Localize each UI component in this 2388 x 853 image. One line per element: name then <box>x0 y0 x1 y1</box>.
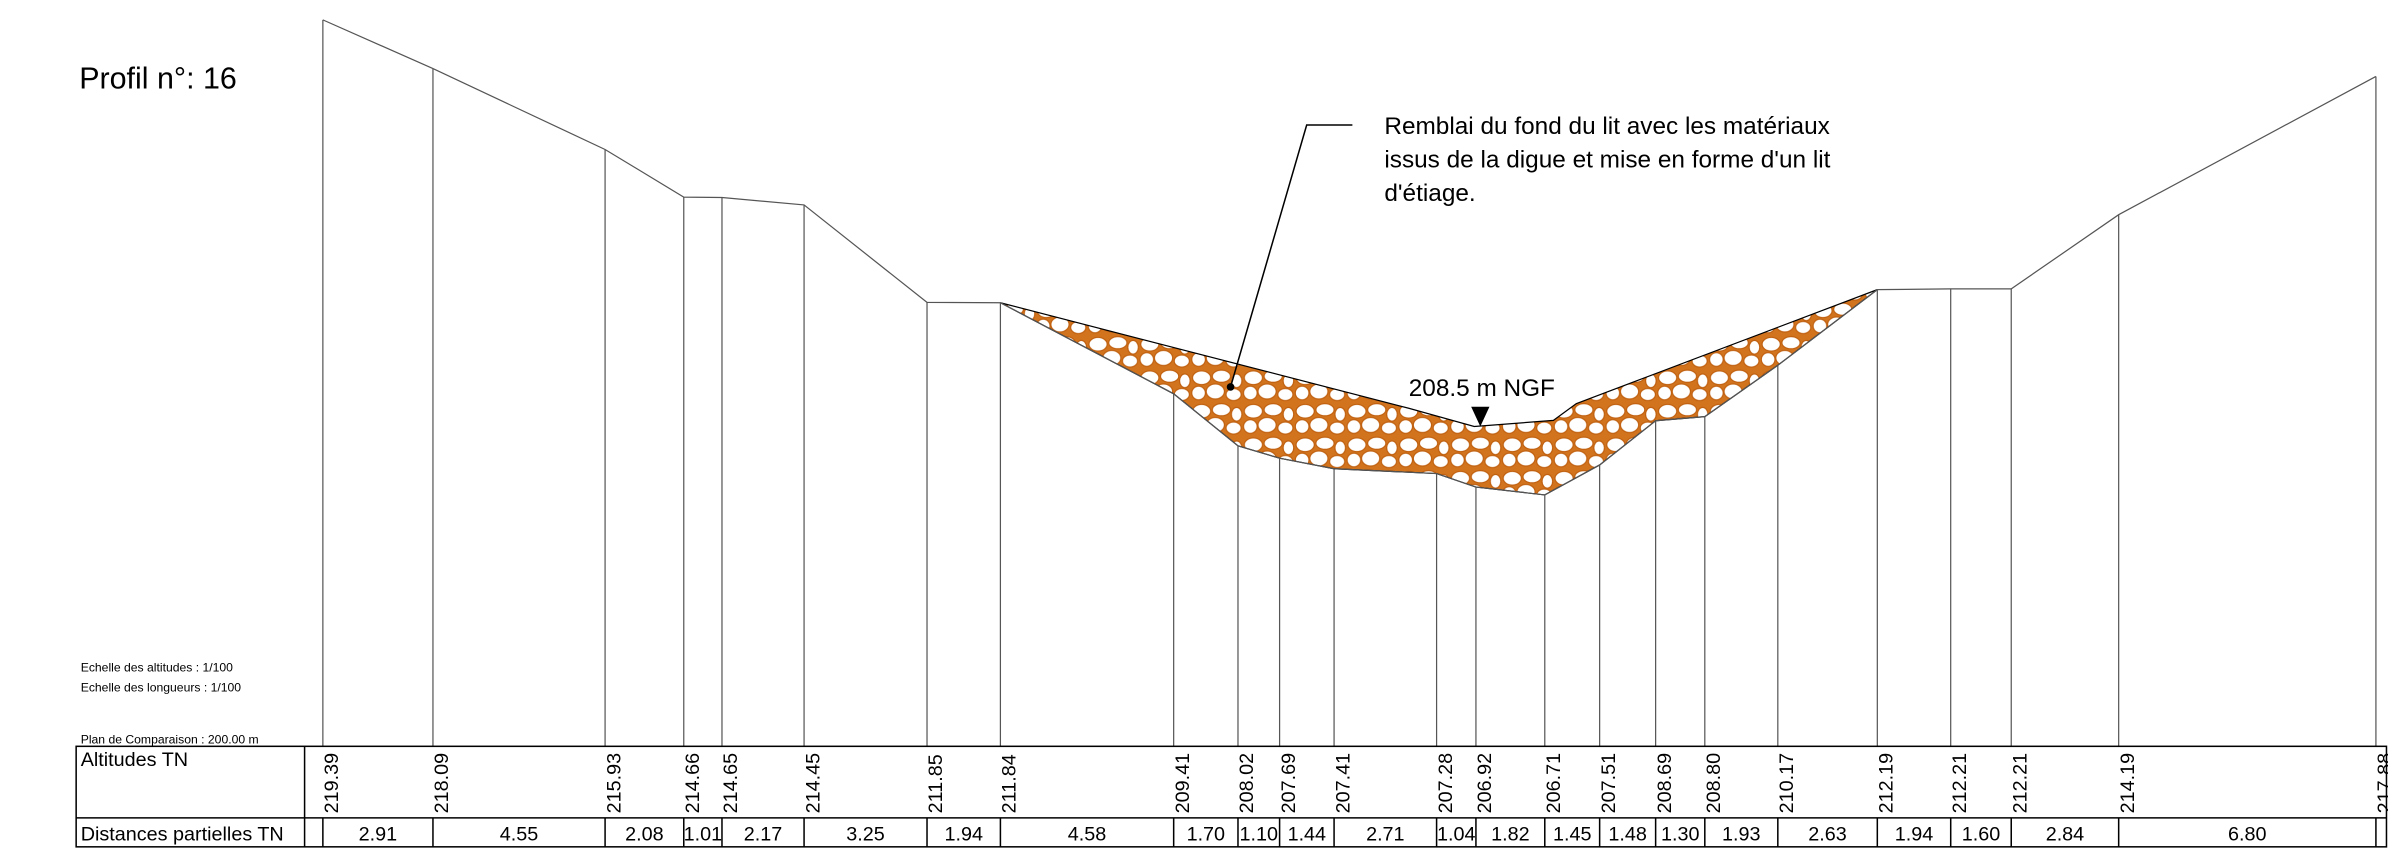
annotation-line: Remblai du fond du lit avec les matériau… <box>1384 113 1829 140</box>
altitude-label: 207.28 <box>1435 753 1457 814</box>
altitude-label: 218.09 <box>431 753 453 814</box>
distance-label: 1.94 <box>944 824 983 846</box>
distance-label: 1.44 <box>1288 824 1327 846</box>
altitude-label: 207.41 <box>1332 753 1354 814</box>
distance-label: 2.08 <box>625 824 664 846</box>
scale-note: Echelle des longueurs : 1/100 <box>81 680 242 694</box>
altitude-label: 208.80 <box>1703 753 1725 814</box>
distance-label: 1.93 <box>1722 824 1761 846</box>
altitude-label: 207.51 <box>1598 753 1620 814</box>
distance-label: 1.30 <box>1661 824 1700 846</box>
annotation-line: issus de la digue et mise en forme d'un … <box>1384 147 1830 174</box>
distance-label: 2.17 <box>744 824 783 846</box>
altitude-label: 214.19 <box>2117 753 2139 814</box>
altitude-label: 214.45 <box>802 753 824 814</box>
distance-label: 4.55 <box>500 824 539 846</box>
distance-label: 1.45 <box>1553 824 1592 846</box>
leader-line <box>1229 124 1353 388</box>
distance-label: 1.10 <box>1240 824 1279 846</box>
altitude-label: 212.21 <box>2009 753 2031 814</box>
altitude-label: 211.84 <box>999 754 1021 813</box>
distance-label: 1.60 <box>1962 824 2001 846</box>
table-frame <box>75 745 2388 848</box>
water-level-label: 208.5 m NGF <box>1409 375 1555 402</box>
scale-note: Echelle des altitudes : 1/100 <box>81 661 233 675</box>
distance-label: 1.94 <box>1895 824 1934 846</box>
altitude-label: 206.92 <box>1474 753 1496 814</box>
ground-line <box>322 19 2377 496</box>
altitude-label: 212.19 <box>1876 753 1898 814</box>
plan-label: Plan de Comparaison : 200.00 m <box>81 732 259 746</box>
distance-label: 3.25 <box>846 824 885 846</box>
altitude-label: 219.39 <box>321 753 343 814</box>
leader-dot <box>1226 383 1235 391</box>
distance-label: 1.04 <box>1437 824 1476 846</box>
altitude-label: 207.69 <box>1278 753 1300 814</box>
altitude-label: 208.02 <box>1236 753 1258 814</box>
annotation-line: d'étiage. <box>1384 180 1475 207</box>
altitude-label: 206.71 <box>1543 753 1565 814</box>
altitude-label: 212.21 <box>1949 753 1971 814</box>
distance-label: 2.71 <box>1366 824 1405 846</box>
altitude-label: 215.93 <box>603 753 625 814</box>
altitude-label: 214.65 <box>720 753 742 814</box>
altitude-label: 214.66 <box>682 753 704 814</box>
water-level-marker <box>1471 406 1490 427</box>
distance-label: 6.80 <box>2228 824 2267 846</box>
distance-label: 2.91 <box>359 824 398 846</box>
distance-label: 2.84 <box>2046 824 2085 846</box>
distance-label: 1.70 <box>1187 824 1226 846</box>
distance-label: 1.01 <box>684 824 723 846</box>
distance-label: 1.82 <box>1491 824 1530 846</box>
distance-label: 1.48 <box>1608 824 1647 846</box>
altitude-label: 209.41 <box>1172 753 1194 814</box>
altitude-label: 210.17 <box>1776 753 1798 814</box>
altitude-label: 211.85 <box>925 754 947 813</box>
profile-title: Profil n°: 16 <box>79 61 237 95</box>
row-label: Altitudes TN <box>81 749 188 771</box>
distance-label: 2.63 <box>1808 824 1847 846</box>
profile: 219.39 218.09 215.93 214.66 214.65 214.45 211.… <box>321 19 2388 847</box>
row-label: Distances partielles TN <box>81 824 284 846</box>
altitude-label: 208.69 <box>1654 753 1676 814</box>
altitude-label: 217.88 <box>2374 753 2388 814</box>
distance-label: 4.58 <box>1068 824 1107 846</box>
